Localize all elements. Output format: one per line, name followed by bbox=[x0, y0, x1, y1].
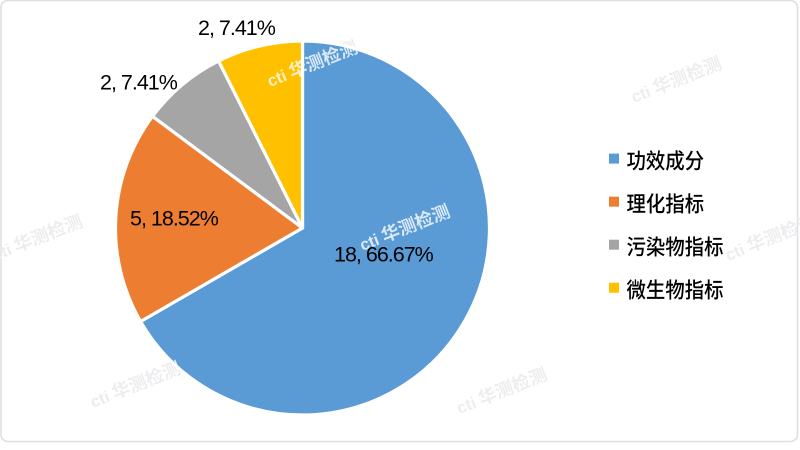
svg-text:2, 7.41%: 2, 7.41% bbox=[100, 71, 178, 95]
svg-text:5, 18.52%: 5, 18.52% bbox=[130, 207, 219, 231]
svg-text:2, 7.41%: 2, 7.41% bbox=[198, 16, 276, 40]
svg-text:cti: cti bbox=[357, 231, 382, 255]
svg-text:cti: cti bbox=[629, 83, 654, 107]
svg-text:cti: cti bbox=[723, 241, 748, 265]
svg-text:cti: cti bbox=[454, 394, 479, 418]
svg-text:cti: cti bbox=[265, 67, 290, 91]
svg-text:18, 66.67%: 18, 66.67% bbox=[334, 243, 434, 267]
svg-text:cti: cti bbox=[88, 388, 113, 412]
